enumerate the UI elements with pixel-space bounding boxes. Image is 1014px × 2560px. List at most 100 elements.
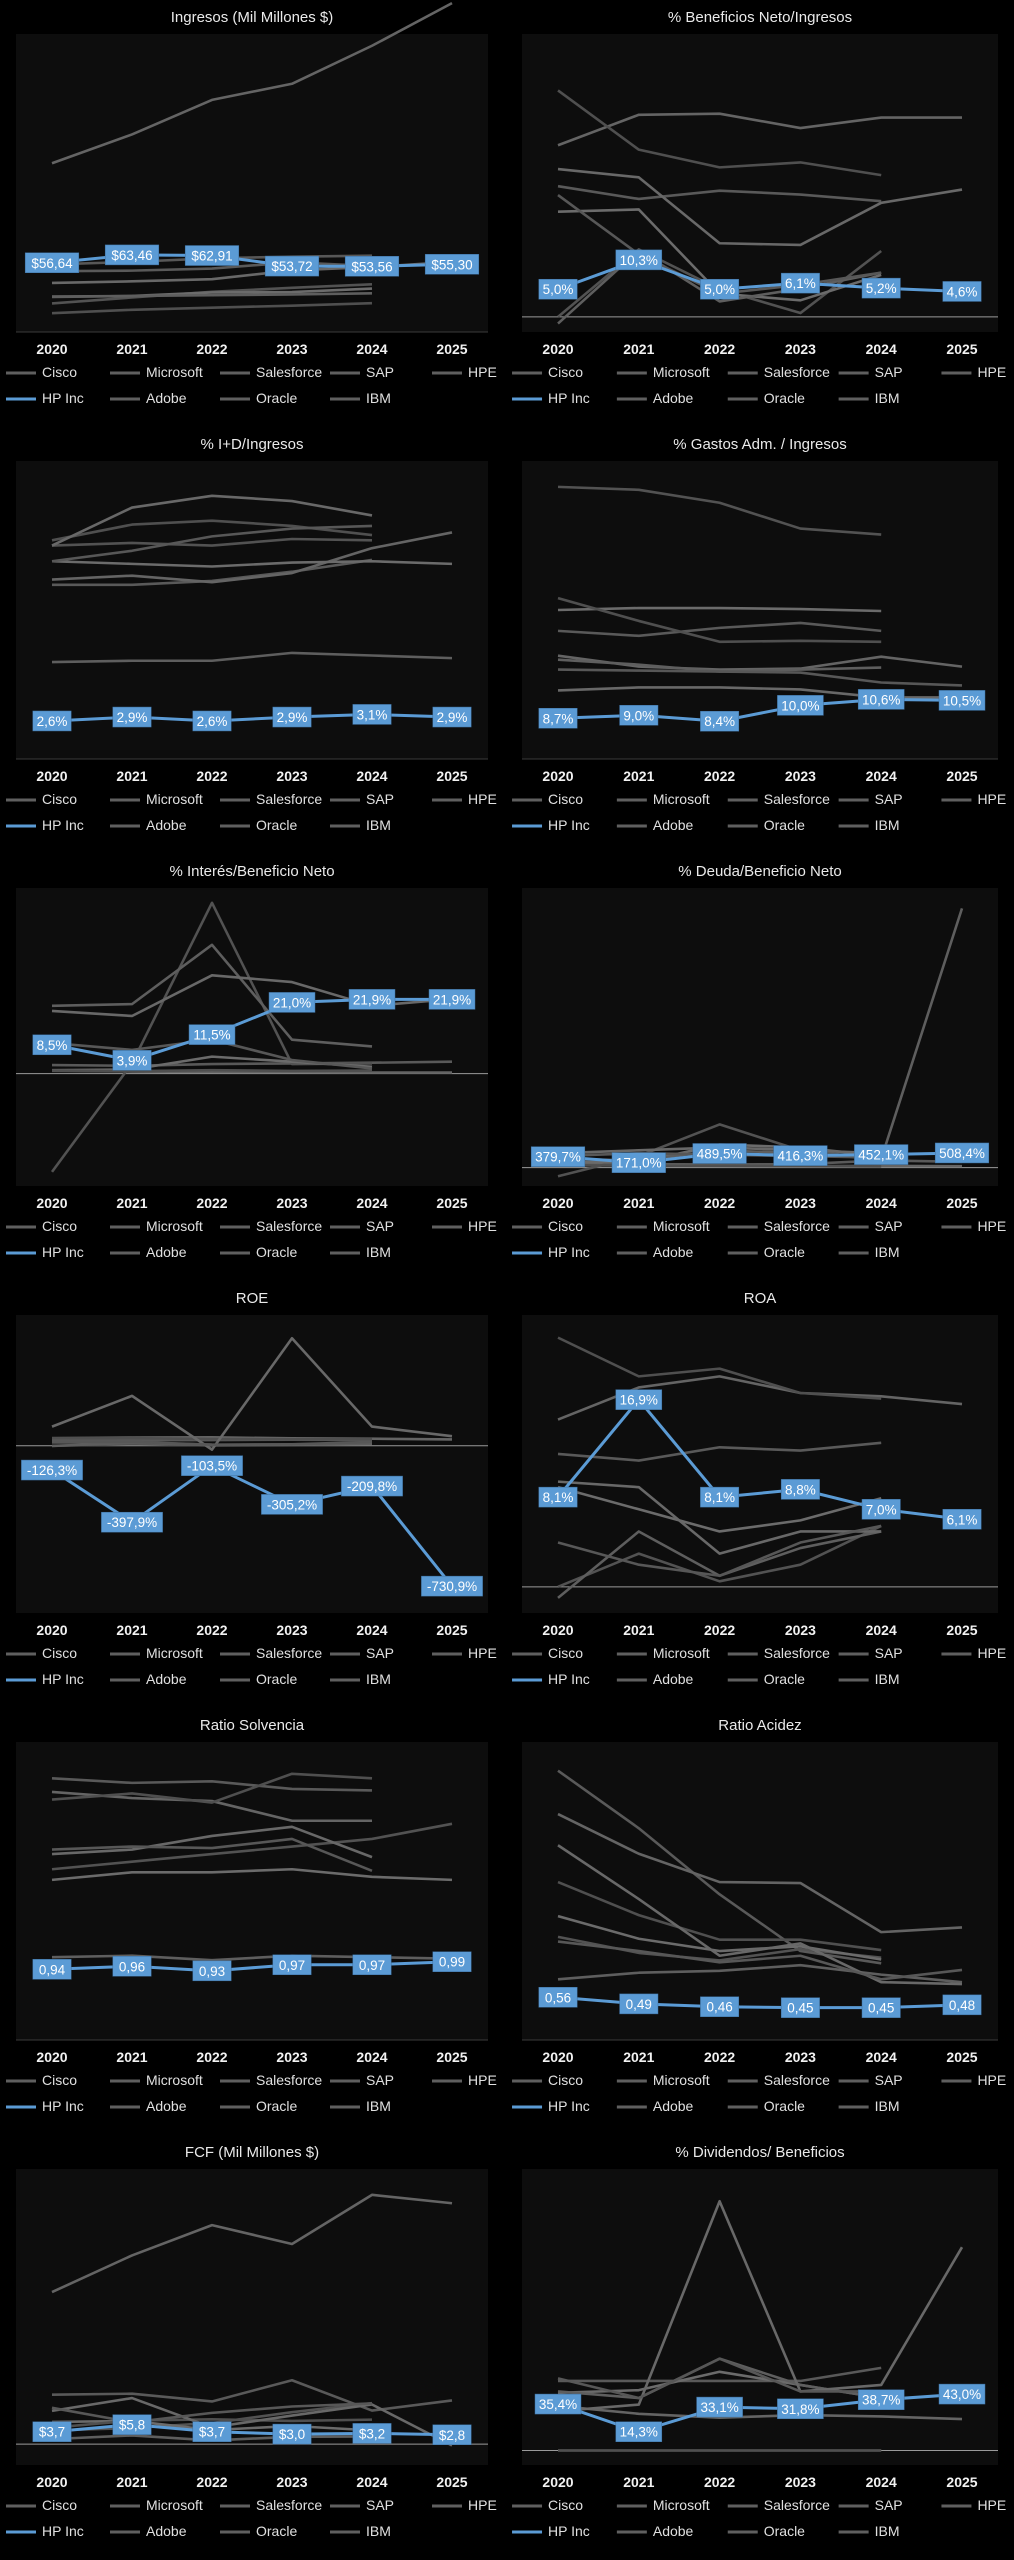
legend-item-sap: SAP bbox=[838, 2497, 903, 2513]
data-label-2021: $5,8 bbox=[112, 2414, 152, 2435]
x-tick-label-2024: 2024 bbox=[866, 768, 897, 784]
x-tick-label-2021: 2021 bbox=[116, 1622, 147, 1638]
legend-label: Cisco bbox=[42, 2497, 77, 2513]
legend-label: Microsoft bbox=[146, 791, 203, 807]
legend-item-cisco: Cisco bbox=[512, 1218, 583, 1234]
data-label-2020: 8,5% bbox=[32, 1034, 72, 1056]
chart-svg: Ratio Acidez 2020 2021 2022 2023 2024 2025 0,56… bbox=[512, 1717, 1006, 2114]
series-line-oracle bbox=[51, 494, 373, 547]
data-label-box bbox=[700, 278, 740, 300]
x-tick-label-2020: 2020 bbox=[36, 341, 67, 357]
legend-label: HPE bbox=[468, 791, 497, 807]
data-label-box bbox=[942, 1994, 982, 2016]
legend-label: Salesforce bbox=[256, 2497, 322, 2513]
data-label-box bbox=[934, 1142, 990, 1164]
chart-svg: ROE 2020 2021 2022 2023 2024 2025 -126,3% -397,9… bbox=[6, 1290, 497, 1687]
data-label-2025: 508,4% bbox=[934, 1142, 990, 1164]
legend-item-ibm: IBM bbox=[330, 390, 391, 406]
data-label-text: 21,9% bbox=[353, 992, 391, 1007]
legend-label: Microsoft bbox=[653, 364, 710, 380]
legend-item-sap: SAP bbox=[330, 2072, 394, 2088]
legend-item-ibm: IBM bbox=[838, 1244, 900, 1260]
legend-label: Microsoft bbox=[653, 2497, 710, 2513]
legend-label: Salesforce bbox=[764, 1218, 830, 1234]
data-label-box bbox=[104, 244, 160, 266]
legend-item-hpe: HPE bbox=[432, 2497, 497, 2513]
x-tick-label-2025: 2025 bbox=[436, 1195, 467, 1211]
legend-item-oracle: Oracle bbox=[727, 2098, 805, 2114]
data-label-2021: $63,46 bbox=[104, 244, 160, 266]
data-label-text: 21,9% bbox=[433, 992, 471, 1007]
data-label-2020: 8,7% bbox=[538, 708, 578, 729]
data-label-box bbox=[611, 1152, 666, 1173]
legend-item-adobe: Adobe bbox=[110, 1671, 187, 1687]
legend-label: Oracle bbox=[256, 1671, 297, 1687]
data-label-box bbox=[344, 256, 400, 277]
legend-label: Oracle bbox=[764, 817, 805, 833]
legend-label: SAP bbox=[366, 1645, 394, 1661]
x-tick-label-2020: 2020 bbox=[542, 2049, 573, 2065]
legend-label: Adobe bbox=[653, 390, 694, 406]
data-label-2023: 416,3% bbox=[773, 1145, 828, 1166]
plot-area bbox=[522, 888, 998, 1186]
data-label-2020: 2,6% bbox=[32, 710, 72, 732]
legend-item-microsoft: Microsoft bbox=[110, 2497, 203, 2513]
legend-item-cisco: Cisco bbox=[512, 2497, 583, 2513]
data-label-text: 0,46 bbox=[706, 2000, 732, 2015]
legend-label: Microsoft bbox=[146, 1218, 203, 1234]
data-label-text: 0,49 bbox=[626, 1997, 652, 2012]
data-label-2020: -126,3% bbox=[21, 1459, 83, 1481]
x-tick-label-2025: 2025 bbox=[436, 341, 467, 357]
x-tick-label-2021: 2021 bbox=[623, 768, 654, 784]
data-label-2025: $2,8 bbox=[432, 2424, 472, 2446]
legend-label: IBM bbox=[875, 1671, 900, 1687]
data-label-2023: -305,2% bbox=[261, 1494, 323, 1515]
data-label-text: 3,1% bbox=[357, 707, 388, 722]
data-label-text: 5,2% bbox=[866, 281, 897, 296]
chart-svg: ROA 2020 2021 2022 2023 2024 2025 8,1% 16,9% 8,1%… bbox=[512, 1290, 1006, 1687]
data-label-box bbox=[619, 705, 659, 726]
data-label-box bbox=[272, 1954, 312, 1976]
legend-item-cisco: Cisco bbox=[512, 1645, 583, 1661]
chart-title: % Gastos Adm. / Ingresos bbox=[673, 436, 846, 453]
legend-label: Cisco bbox=[548, 364, 583, 380]
data-label-2020: 379,7% bbox=[530, 1146, 586, 1167]
legend-label: Adobe bbox=[653, 1244, 694, 1260]
data-label-text: 2,6% bbox=[37, 714, 68, 729]
data-label-text: -126,3% bbox=[27, 1463, 77, 1478]
legend-item-hp-inc: HP Inc bbox=[512, 2098, 590, 2114]
series-line-oracle bbox=[557, 1844, 963, 1986]
data-label-text: 8,8% bbox=[785, 1482, 816, 1497]
legend-label: SAP bbox=[875, 1218, 903, 1234]
x-tick-label-2024: 2024 bbox=[356, 2474, 387, 2490]
data-label-text: $62,91 bbox=[191, 249, 232, 264]
series-line-adobe bbox=[52, 1436, 373, 1441]
data-label-box bbox=[21, 1459, 83, 1481]
legend-label: IBM bbox=[875, 2523, 900, 2539]
data-label-text: 33,1% bbox=[700, 2400, 738, 2415]
data-label-box bbox=[192, 2421, 232, 2442]
data-label-text: 0,99 bbox=[439, 1955, 465, 1970]
legend-label: HP Inc bbox=[42, 1244, 84, 1260]
x-tick-label-2025: 2025 bbox=[436, 1622, 467, 1638]
legend-label: HP Inc bbox=[548, 817, 590, 833]
legend-label: Adobe bbox=[146, 2098, 187, 2114]
legend-item-salesforce: Salesforce bbox=[220, 364, 322, 380]
data-label-box bbox=[112, 1956, 152, 1977]
legend-item-hpe: HPE bbox=[941, 1645, 1006, 1661]
data-label-2025: 43,0% bbox=[938, 2383, 986, 2405]
data-label-box bbox=[700, 1996, 740, 2017]
data-label-text: 5,0% bbox=[704, 282, 735, 297]
series-line-salesforce bbox=[51, 537, 373, 547]
series-line-sap bbox=[557, 1914, 882, 1961]
x-tick-label-2020: 2020 bbox=[36, 768, 67, 784]
series-line-adobe bbox=[51, 519, 373, 542]
x-tick-label-2024: 2024 bbox=[866, 1195, 897, 1211]
data-label-box bbox=[777, 695, 824, 716]
data-label-text: 379,7% bbox=[535, 1150, 581, 1165]
chart-panel-interes-beneficio: % Interés/Beneficio Neto 2020 2021 2022 2023… bbox=[2, 854, 502, 1281]
x-tick-label-2020: 2020 bbox=[36, 1622, 67, 1638]
data-label-2022: -103,5% bbox=[181, 1455, 243, 1476]
legend-item-cisco: Cisco bbox=[6, 2072, 77, 2088]
data-label-box bbox=[857, 689, 905, 710]
